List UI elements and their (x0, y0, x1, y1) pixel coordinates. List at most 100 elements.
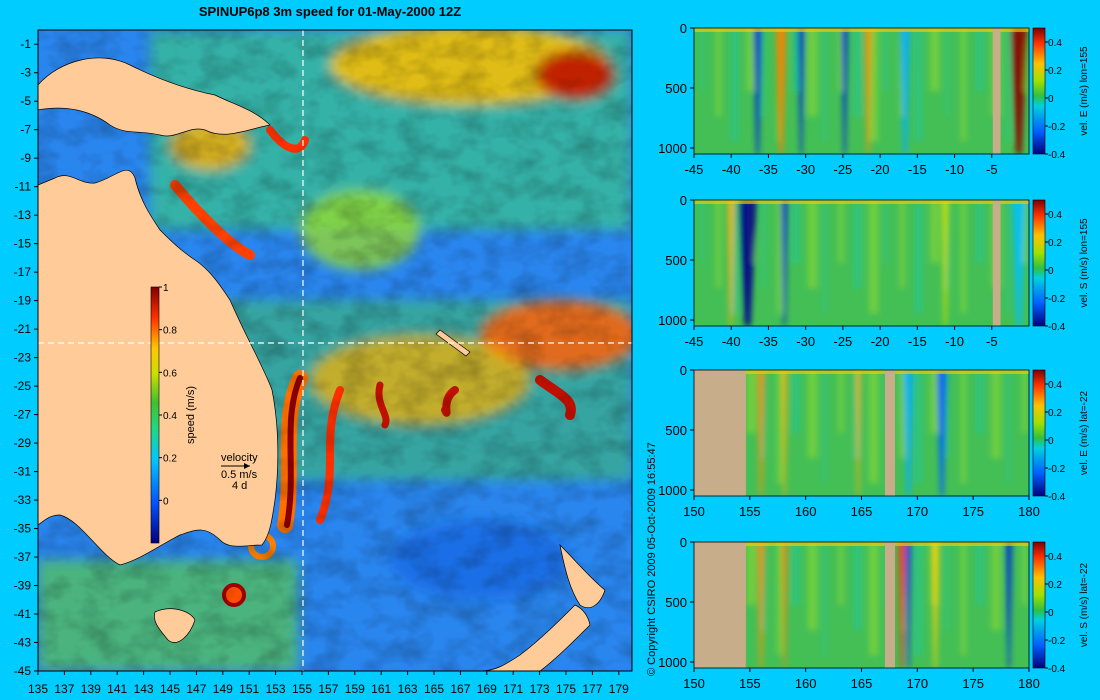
new-zealand-north (559, 543, 606, 609)
section-y-tick-label: 500 (665, 253, 687, 268)
new-guinea (38, 57, 271, 137)
section-colorbar-tick-label: 0.4 (1048, 552, 1062, 563)
section-streak (746, 370, 756, 433)
section-streak (792, 370, 800, 433)
section-streak (823, 370, 827, 484)
map-x-tick-label: 137 (54, 682, 74, 696)
map-x-tick-label: 155 (292, 682, 312, 696)
section-y-tick-label: 1000 (658, 655, 687, 670)
section-field (694, 28, 1029, 154)
section-x-tick-label: 175 (962, 676, 984, 691)
map-y-tick-label: -3 (20, 66, 31, 80)
section-streak (945, 542, 949, 631)
section-feature (931, 542, 939, 668)
section-x-tick-label: 170 (906, 676, 928, 691)
section-x-tick-label: 170 (906, 504, 928, 519)
section-streak (960, 200, 966, 314)
section-streak (777, 370, 783, 484)
map-x-tick-label: 173 (530, 682, 550, 696)
section-streak (731, 200, 739, 314)
section-colorbar-tick-label: -0.2 (1048, 294, 1066, 305)
section-streak (976, 370, 984, 433)
section-x-tick-label: 150 (683, 676, 705, 691)
section-colorbar-label: vel. S (m/s) lon=155 (1079, 218, 1090, 308)
section-frame (693, 199, 1030, 327)
section-x-tick-label: -45 (685, 334, 704, 349)
section-streak (838, 542, 844, 605)
section-y-tick-label: 500 (665, 81, 687, 96)
section-streak (884, 200, 888, 263)
section-colorbar-tick-label: 0.2 (1048, 408, 1062, 419)
section-feature (905, 542, 912, 668)
section-feature (855, 370, 861, 496)
map-y-tick-label: -43 (14, 636, 32, 650)
section-streak (853, 28, 861, 117)
section-land (694, 542, 746, 668)
section-colorbar-tick-label: 0.4 (1048, 380, 1062, 391)
section-colorbar-tick-label: -0.2 (1048, 122, 1066, 133)
section-streak (716, 200, 722, 289)
speed-colorbar: 1 0.8 0.6 0.4 0.2 0 speed (m/s) (150, 283, 197, 544)
section-colorbar-tick-label: -0.4 (1048, 150, 1066, 161)
section-feature (738, 200, 757, 326)
section-streak (777, 200, 783, 314)
section-streak (976, 28, 984, 91)
speed-colorbar-label: speed (m/s) (185, 386, 197, 444)
section-surface-layer (694, 200, 1029, 204)
map-y-tick-label: -33 (14, 493, 32, 507)
section-streak (807, 28, 817, 117)
section-streak (915, 542, 923, 656)
section-panel-3: 0 500 1000 150 155 160 165 170 175 180 0.4 0.2 0 -0.2… (658, 363, 1090, 519)
section-feature (936, 370, 947, 496)
section-x-tick-label: -20 (871, 334, 890, 349)
section-streak (761, 200, 765, 289)
map-y-tick-label: -35 (14, 522, 32, 536)
section-y-tick-label: 1000 (658, 313, 687, 328)
section-colorbar-ramp (1032, 369, 1046, 497)
section-frame (693, 27, 1030, 155)
map-x-tick-label: 151 (239, 682, 259, 696)
section-colorbar-tick-label: 0.2 (1048, 66, 1062, 77)
section-streak (884, 28, 888, 91)
velocity-legend-speed: 0.5 m/s (221, 469, 258, 481)
section-y-tick-label: 500 (665, 595, 687, 610)
section-x-tick-label: -5 (986, 334, 998, 349)
section-streak (853, 542, 861, 631)
velocity-legend: velocity 0.5 m/s 4 d (221, 452, 258, 492)
section-streak (899, 370, 905, 459)
section-streak (869, 28, 879, 142)
section-streak (1006, 200, 1010, 314)
section-feature (753, 28, 762, 154)
section-streak (930, 370, 940, 433)
section-streak (792, 542, 800, 605)
section-x-tick-label: 165 (851, 676, 873, 691)
section-streak (915, 370, 923, 484)
section-colorbar-tick-label: 0.4 (1048, 210, 1062, 221)
section-colorbar-tick-label: -0.4 (1048, 664, 1066, 675)
map-x-tick-label: 153 (266, 682, 286, 696)
section-streak (807, 542, 817, 631)
speed-colorbar-tick-label: 0.4 (163, 411, 177, 422)
section-x-tick-label: 180 (1018, 676, 1040, 691)
section-feature (727, 200, 735, 326)
section-colorbar-label: vel. E (m/s) lon=155 (1079, 46, 1090, 136)
section-streak (823, 28, 827, 142)
map-x-tick-label: 141 (107, 682, 127, 696)
section-land (884, 542, 895, 668)
map-x-tick-label: 139 (81, 682, 101, 696)
section-feature (757, 370, 765, 496)
section-streak (853, 200, 861, 289)
section-colorbar-tick-label: 0.2 (1048, 580, 1062, 591)
section-field (694, 370, 1029, 496)
map-x-tick-label: 179 (609, 682, 629, 696)
section-surface-layer (694, 28, 1029, 32)
section-streak (792, 200, 800, 263)
section-streak (991, 542, 1001, 631)
map-x-tick-label: 157 (318, 682, 338, 696)
section-feature (1005, 542, 1013, 668)
section-field (694, 200, 1029, 326)
section-x-tick-label: -5 (986, 162, 998, 177)
section-panel-1: 0 500 1000 -45 -40 -35 -30 -25 -20 -15 -10 -5 0.4 0.2… (658, 21, 1090, 177)
section-colorbar-tick-label: 0 (1048, 608, 1054, 619)
section-x-tick-label: -15 (908, 162, 927, 177)
